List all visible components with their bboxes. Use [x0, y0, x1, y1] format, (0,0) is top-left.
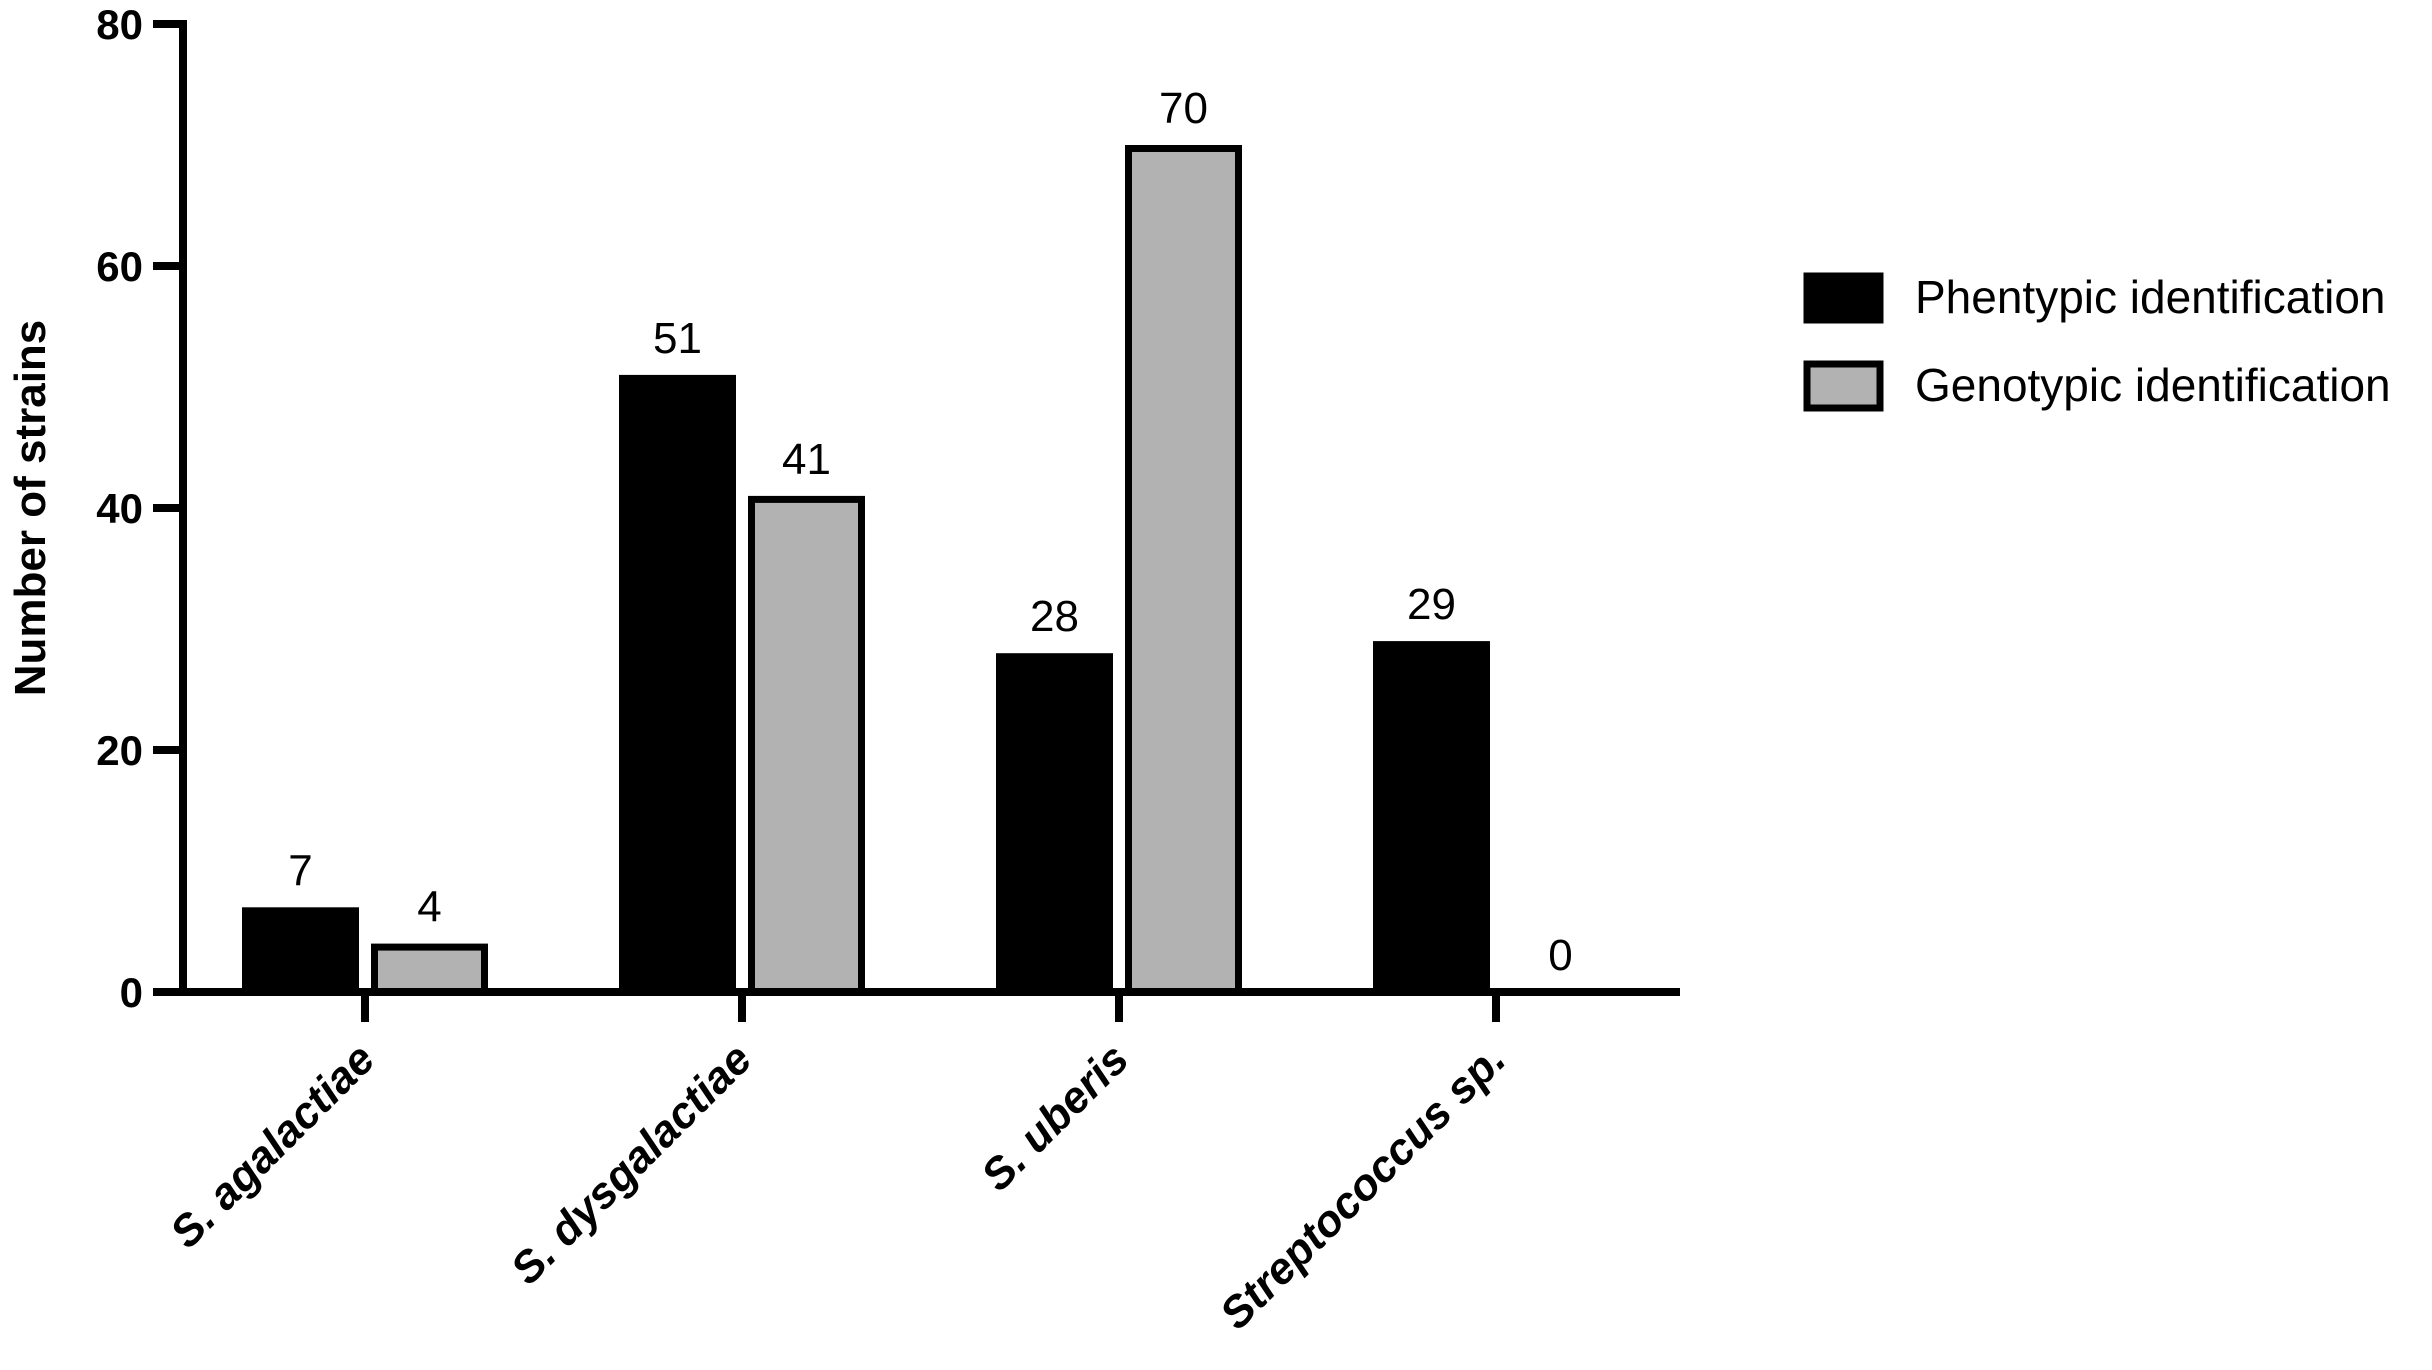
bar-phenotypic — [996, 653, 1113, 996]
bar-genotypic — [748, 495, 865, 996]
y-tick-label: 60 — [96, 243, 143, 290]
legend-swatch — [1803, 272, 1884, 324]
x-tick-label: S. agalactiae — [161, 1034, 384, 1257]
x-tick-label: Streptococcus sp. — [1211, 1034, 1515, 1338]
legend: Phentypic identification Genotypic identi… — [1803, 271, 2391, 412]
bar-phenotypic — [1373, 641, 1490, 996]
data-label: 0 — [1548, 931, 1572, 980]
bar-phenotypic — [619, 374, 736, 996]
legend-swatch — [1803, 360, 1884, 412]
data-label: 41 — [782, 435, 831, 484]
legend-label: Genotypic identification — [1915, 359, 2391, 411]
x-tick-label: S. dysgalactiae — [502, 1034, 761, 1293]
y-ticks-group: 0 20 40 60 80 — [96, 1, 183, 1016]
y-tick-label: 80 — [96, 1, 143, 48]
data-label: 28 — [1030, 592, 1079, 641]
bar-genotypic — [371, 943, 488, 996]
data-label: 29 — [1407, 580, 1456, 629]
x-tick-label: S. uberis — [972, 1034, 1138, 1200]
x-ticks-group: S. agalactiae S. dysgalactiae S. uberis Str… — [161, 992, 1515, 1339]
y-axis-label: Number of strains — [6, 320, 55, 697]
legend-label: Phentypic identification — [1915, 271, 2386, 323]
data-label: 51 — [653, 314, 702, 363]
bar-genotypic — [1125, 145, 1242, 996]
y-tick-label: 40 — [96, 485, 143, 532]
y-tick-label: 20 — [96, 727, 143, 774]
data-label: 70 — [1159, 84, 1208, 133]
y-tick-label: 0 — [120, 969, 143, 1016]
bar-phenotypic — [242, 907, 359, 996]
bars-group — [242, 145, 1490, 996]
value-labels-group: 7 4 51 41 28 70 29 0 — [288, 84, 1572, 980]
data-label: 7 — [288, 846, 312, 895]
data-label: 4 — [417, 883, 441, 932]
